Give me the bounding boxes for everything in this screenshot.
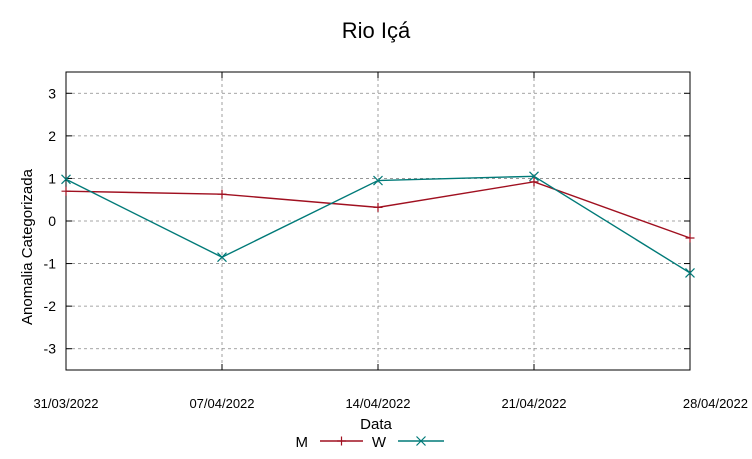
data-point-w (685, 268, 695, 278)
axes: 3 2 1 0 -1 -2 -3 31/03/2022 07/04/2022 14/04/2022… (33, 71, 748, 411)
x-tick-label: 07/04/2022 (189, 396, 254, 411)
y-tick-label: 1 (48, 170, 56, 186)
data-point-m (685, 233, 695, 243)
x-axis-label: Data (360, 416, 392, 433)
data-point-w (373, 175, 383, 186)
chart-title: Rio Içá (342, 18, 411, 43)
data-point-w (217, 252, 227, 263)
x-tick-label: 21/04/2022 (501, 396, 566, 411)
x-tick-label: 14/04/2022 (345, 396, 410, 411)
legend-marker-w (416, 436, 426, 446)
y-tick-label: 3 (48, 85, 56, 101)
legend-marker-m (337, 436, 346, 446)
data-point-m (217, 189, 227, 199)
legend-label-m: M (296, 434, 309, 451)
data-point-m (373, 202, 383, 212)
data-point-w (529, 171, 539, 182)
y-tick-label: -1 (44, 256, 57, 272)
y-tick-label: -3 (44, 341, 57, 357)
data-point-m (61, 186, 71, 196)
y-axis-label: Anomalia Categorizada (19, 168, 36, 325)
gridlines (65, 72, 691, 370)
y-tick-label: -2 (44, 298, 57, 314)
y-tick-label: 2 (48, 128, 56, 144)
data-point-w (61, 174, 71, 185)
y-tick-label: 0 (48, 213, 56, 229)
data-point-m (529, 177, 539, 187)
x-tick-label: 31/03/2022 (33, 396, 98, 411)
series-lines (61, 171, 695, 278)
plot-border (65, 71, 691, 371)
x-tick-label: 28/04/2022 (683, 396, 748, 411)
legend-label-w: W (372, 434, 387, 451)
